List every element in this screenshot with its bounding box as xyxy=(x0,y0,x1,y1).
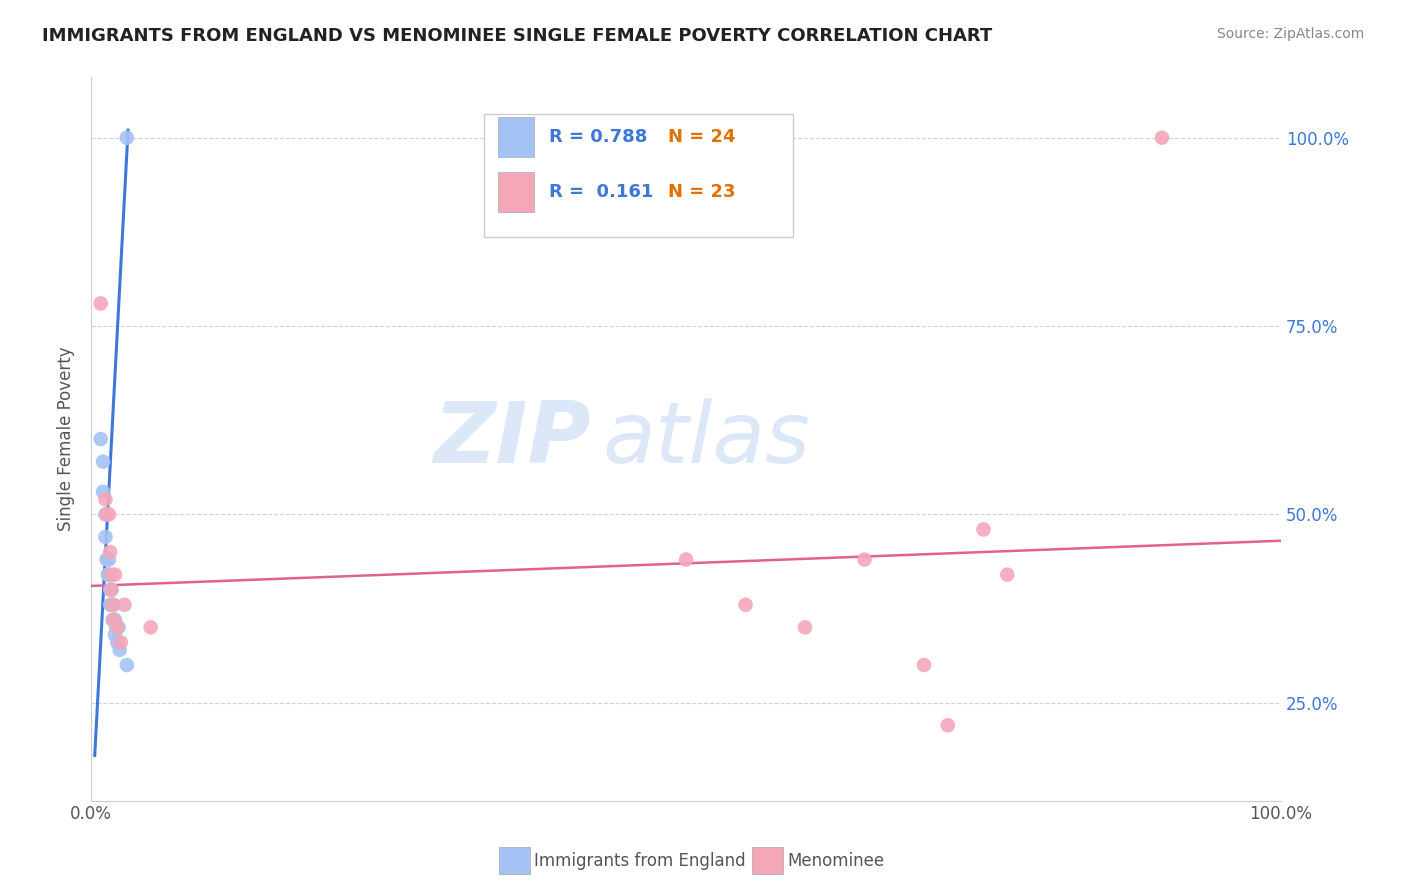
Point xyxy=(936,718,959,732)
Point xyxy=(115,130,138,145)
Point xyxy=(139,620,162,634)
Point xyxy=(734,598,756,612)
Point xyxy=(94,508,117,522)
Point xyxy=(98,598,121,612)
Point xyxy=(91,455,114,469)
Point xyxy=(108,643,131,657)
Point xyxy=(107,620,129,634)
Point xyxy=(105,620,128,634)
FancyBboxPatch shape xyxy=(498,172,534,212)
Point xyxy=(90,432,112,446)
Point xyxy=(97,567,120,582)
Point xyxy=(105,620,128,634)
Point xyxy=(853,552,876,566)
Point xyxy=(114,598,136,612)
Point xyxy=(103,613,125,627)
Point xyxy=(101,598,124,612)
Text: Source: ZipAtlas.com: Source: ZipAtlas.com xyxy=(1216,27,1364,41)
Point xyxy=(100,582,122,597)
Point xyxy=(1150,130,1173,145)
Point xyxy=(912,658,935,673)
Text: R =  0.161: R = 0.161 xyxy=(550,183,654,201)
Point xyxy=(973,523,995,537)
Point xyxy=(96,508,118,522)
Point xyxy=(98,567,121,582)
Y-axis label: Single Female Poverty: Single Female Poverty xyxy=(58,347,75,532)
Point xyxy=(104,628,127,642)
Point xyxy=(94,492,117,507)
Text: R = 0.788: R = 0.788 xyxy=(550,128,648,145)
Point xyxy=(96,552,118,566)
Point xyxy=(101,598,124,612)
Text: N = 24: N = 24 xyxy=(668,128,735,145)
FancyBboxPatch shape xyxy=(484,113,793,236)
Point xyxy=(115,658,138,673)
Point xyxy=(100,567,122,582)
Point xyxy=(104,567,127,582)
Point xyxy=(794,620,817,634)
Point xyxy=(94,530,117,544)
Point xyxy=(98,552,121,566)
Point xyxy=(90,296,112,310)
Point xyxy=(103,613,125,627)
Point xyxy=(98,508,121,522)
Text: IMMIGRANTS FROM ENGLAND VS MENOMINEE SINGLE FEMALE POVERTY CORRELATION CHART: IMMIGRANTS FROM ENGLAND VS MENOMINEE SIN… xyxy=(42,27,993,45)
Point xyxy=(91,484,114,499)
Point xyxy=(675,552,697,566)
Point xyxy=(105,635,128,649)
Text: Menominee: Menominee xyxy=(787,852,884,870)
Text: ZIP: ZIP xyxy=(433,398,591,481)
Point xyxy=(995,567,1018,582)
Text: Immigrants from England: Immigrants from England xyxy=(534,852,747,870)
Point xyxy=(98,545,121,559)
Point xyxy=(104,613,127,627)
Text: atlas: atlas xyxy=(603,398,811,481)
Point xyxy=(98,582,121,597)
Point xyxy=(100,582,122,597)
Text: N = 23: N = 23 xyxy=(668,183,735,201)
Point xyxy=(103,598,125,612)
Point xyxy=(110,635,132,649)
FancyBboxPatch shape xyxy=(498,117,534,157)
Point xyxy=(101,613,124,627)
